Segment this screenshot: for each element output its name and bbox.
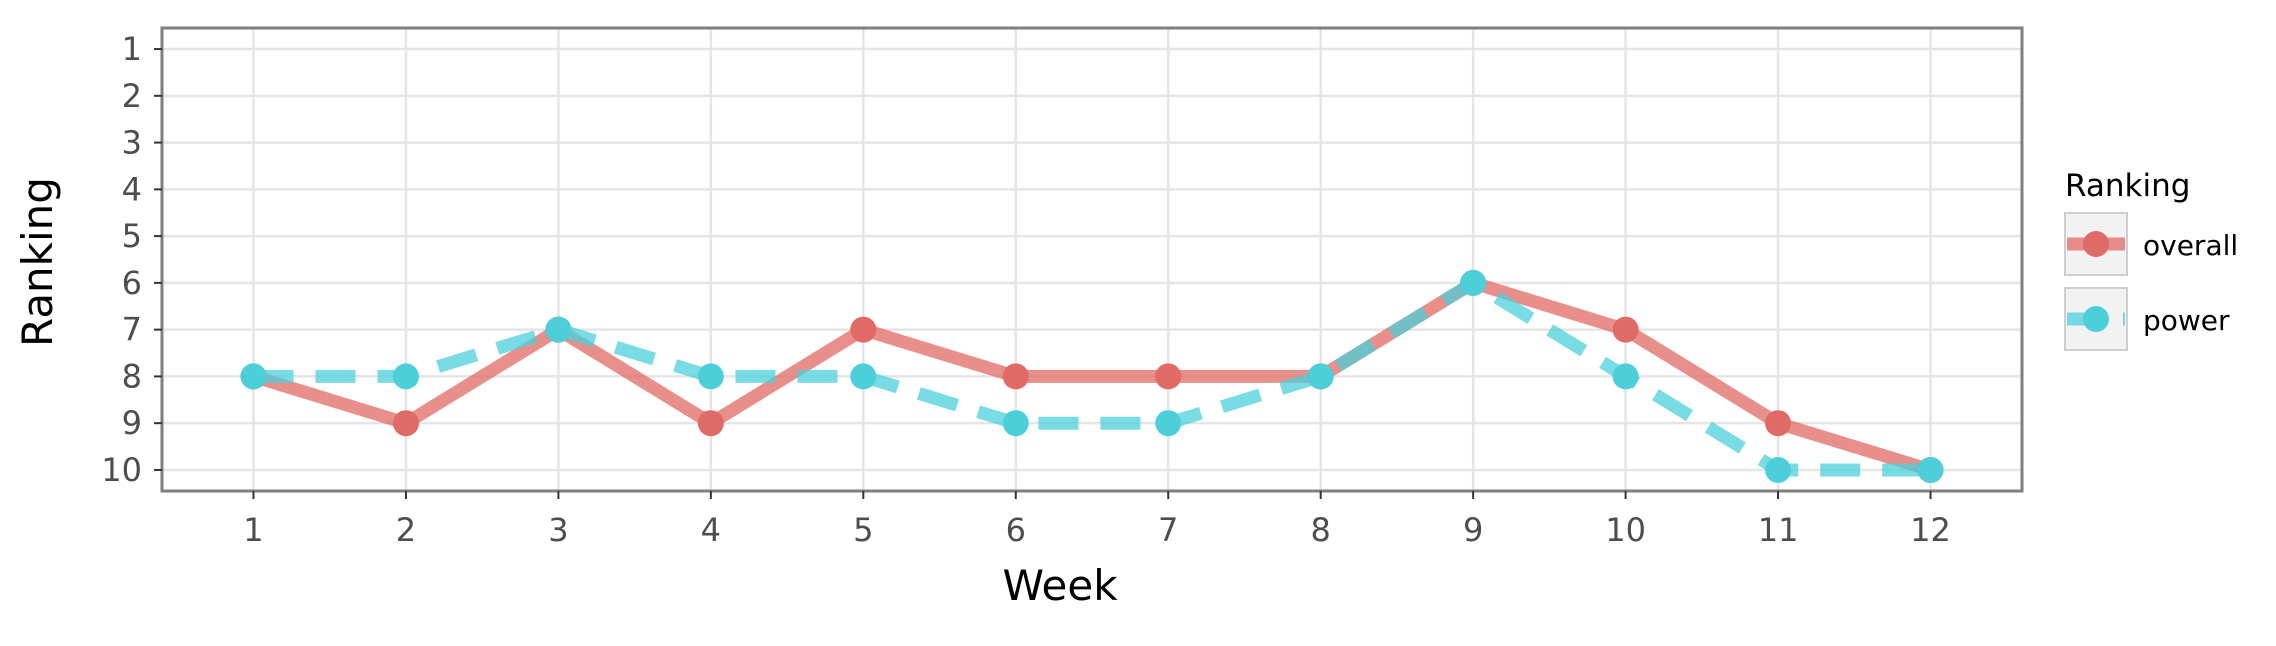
x-tick-label: 6: [1006, 511, 1026, 549]
y-tick-label: 5: [122, 217, 142, 255]
legend: Ranking overall power: [2064, 168, 2238, 351]
legend-label-overall: overall: [2143, 229, 2238, 262]
x-tick-label: 11: [1758, 511, 1799, 549]
data-point-overall: [392, 410, 419, 437]
y-tick-label: 8: [122, 357, 142, 395]
y-axis-label: Ranking: [13, 177, 62, 347]
data-point-power: [1002, 410, 1029, 437]
y-tick-label: 3: [122, 124, 142, 162]
series-lines: [251, 276, 1933, 477]
data-point-power: [240, 363, 267, 390]
x-tick-label: 4: [701, 511, 721, 549]
x-tick-label: 10: [1605, 511, 1646, 549]
data-point-power: [1155, 410, 1182, 437]
x-tick-label: 3: [548, 511, 568, 549]
data-point-overall: [1002, 363, 1029, 390]
data-point-power: [392, 363, 419, 390]
data-point-overall: [697, 410, 724, 437]
legend-point-overall: [2083, 231, 2109, 257]
legend-items: overall power: [2064, 212, 2238, 351]
x-tick-label: 8: [1311, 511, 1331, 549]
x-tick-label: 5: [853, 511, 873, 549]
data-point-power: [850, 363, 877, 390]
y-tick-label: 9: [122, 404, 142, 442]
x-axis-label: Week: [1002, 561, 1118, 610]
series-line-power: [253, 276, 1931, 477]
data-point-power: [1917, 456, 1944, 483]
y-tick-label: 7: [122, 311, 142, 349]
y-tick-label: 1: [122, 30, 142, 68]
x-tick-label: 1: [243, 511, 263, 549]
x-tick-label: 9: [1463, 511, 1483, 549]
y-tick-label: 6: [122, 264, 142, 302]
data-point-power: [1307, 363, 1334, 390]
x-tick-label: 12: [1910, 511, 1951, 549]
plot-panel-border: [160, 26, 2024, 493]
series-points: [240, 269, 1944, 483]
data-point-power: [1612, 363, 1639, 390]
data-point-overall: [1155, 363, 1182, 390]
data-point-overall: [1765, 410, 1792, 437]
series-line-overall: [251, 276, 1933, 477]
legend-point-power: [2083, 306, 2109, 332]
y-tick-label: 4: [122, 170, 142, 208]
x-tick-label: 2: [396, 511, 416, 549]
data-point-overall: [850, 316, 877, 343]
legend-title: Ranking: [2065, 168, 2190, 204]
data-point-overall: [1612, 316, 1639, 343]
data-point-power: [1460, 269, 1487, 296]
data-point-power: [697, 363, 724, 390]
y-tick-label: 10: [101, 451, 142, 489]
x-tick-label: 7: [1158, 511, 1178, 549]
y-tick-label: 2: [122, 77, 142, 115]
legend-label-power: power: [2143, 304, 2230, 337]
data-point-power: [1765, 456, 1792, 483]
data-point-power: [545, 316, 572, 343]
